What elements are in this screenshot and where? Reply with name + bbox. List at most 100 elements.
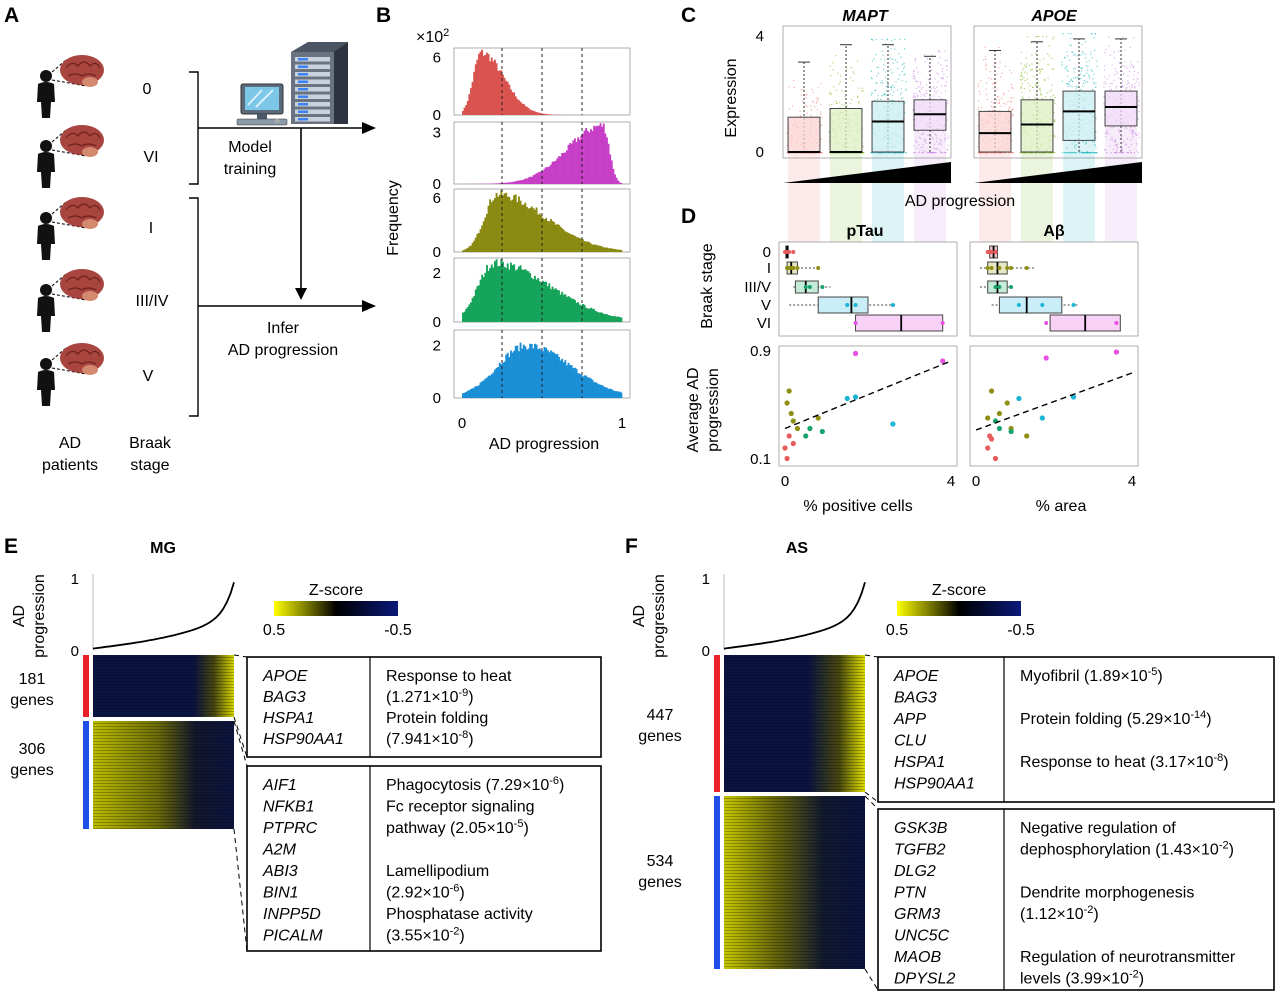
cell-point <box>1082 86 1083 87</box>
zscore-tick-high: 0.5 <box>886 622 908 639</box>
cell-point <box>1138 105 1139 106</box>
gene-cluster: 534genesGSK3BTGFB2DLG2PTNGRM3UNC5CMAOBDP… <box>638 796 1274 990</box>
gene-count-unit: genes <box>638 728 682 745</box>
patient-figure <box>37 269 104 332</box>
cell-point <box>1089 60 1090 61</box>
gene-count: 534 <box>647 853 674 870</box>
cell-point <box>946 65 947 66</box>
gene-name: AIF1 <box>262 777 297 794</box>
cell-point <box>993 103 994 104</box>
cell-point <box>1124 61 1125 62</box>
cell-point <box>1051 58 1052 59</box>
cell-point <box>1138 152 1139 153</box>
connector <box>234 721 247 766</box>
stage-point <box>990 266 994 270</box>
cell-point <box>817 109 818 110</box>
cell-point <box>1131 64 1132 65</box>
cell-point <box>904 48 905 49</box>
cell-point <box>1020 87 1021 88</box>
brain-icon <box>60 343 104 375</box>
cell-point <box>939 51 940 52</box>
cell-point <box>839 102 840 103</box>
gene-count-unit: genes <box>10 692 54 709</box>
cell-point <box>1012 109 1013 110</box>
stage-point <box>1040 303 1044 307</box>
cell-point <box>1062 152 1063 153</box>
cell-point <box>1082 53 1083 54</box>
cell-point <box>817 99 818 100</box>
curve-ytick-1: 1 <box>702 571 710 588</box>
cell-point <box>1039 88 1040 89</box>
cell-point <box>1012 114 1013 115</box>
cell-point <box>1080 68 1081 69</box>
cell-point <box>1081 70 1082 71</box>
cell-point <box>930 76 931 77</box>
cell-point <box>1080 78 1081 79</box>
heatmap-texture <box>93 655 234 717</box>
cell-point <box>991 101 992 102</box>
cell-point <box>992 106 993 107</box>
cell-point <box>1045 96 1046 97</box>
server-led <box>298 73 308 76</box>
cell-point <box>925 93 926 94</box>
cell-point <box>893 91 894 92</box>
cell-point <box>947 135 948 136</box>
cell-point <box>927 58 928 59</box>
cell-point <box>1095 82 1096 83</box>
go-term: Response to heat <box>386 668 512 685</box>
point-cloud <box>1063 140 1095 256</box>
d-ytick-bottom: 0.1 <box>750 451 771 468</box>
cell-point <box>1125 66 1126 67</box>
patient-figure <box>37 197 104 260</box>
cell-point <box>850 77 851 78</box>
cell-point <box>1106 49 1107 50</box>
cell-point <box>1129 71 1130 72</box>
cell-point <box>991 106 992 107</box>
cell-point <box>881 80 882 81</box>
cell-point <box>1038 36 1039 37</box>
cell-point <box>990 71 991 72</box>
cell-point <box>832 69 833 70</box>
panel-letter-a: A <box>4 4 19 27</box>
cell-point <box>947 138 948 139</box>
cell-point <box>792 105 793 106</box>
go-term-part: ) <box>1223 754 1228 771</box>
cell-point <box>817 101 818 102</box>
cell-point <box>1086 61 1087 62</box>
scatter-point <box>795 426 800 431</box>
stage-label-i: I <box>149 220 153 237</box>
scatter-point <box>791 441 796 446</box>
gene-name: UNC5C <box>894 928 950 945</box>
cell-point <box>936 87 937 88</box>
cell-point <box>1026 63 1027 64</box>
go-term: levels (3.99×10-2) <box>1020 969 1144 988</box>
go-term-part: -5 <box>514 818 524 830</box>
server-icon <box>291 42 348 124</box>
cell-point <box>1104 52 1105 53</box>
cell-point <box>892 95 893 96</box>
cell-point <box>985 64 986 65</box>
go-term-part: (1.271×10 <box>386 689 459 706</box>
cell-point <box>1134 75 1135 76</box>
cell-point <box>892 72 893 73</box>
cell-point <box>916 67 917 68</box>
cell-point <box>1085 54 1086 55</box>
stage-point <box>1005 266 1009 270</box>
cell-point <box>942 77 943 78</box>
cell-point <box>1071 79 1072 80</box>
cell-point <box>863 90 864 91</box>
cell-point <box>1082 51 1083 52</box>
cell-point <box>903 63 904 64</box>
cell-point <box>936 92 937 93</box>
cell-point <box>1095 147 1096 148</box>
cell-point <box>935 78 936 79</box>
f-cell-title: AS <box>786 540 809 557</box>
scatter-point <box>1114 349 1119 354</box>
cell-point <box>1137 78 1138 79</box>
scatter-point <box>1040 415 1045 420</box>
go-term-part: levels (3.99×10 <box>1020 971 1129 988</box>
cell-point <box>835 101 836 102</box>
cell-point <box>1036 92 1037 93</box>
stage-point <box>854 303 858 307</box>
